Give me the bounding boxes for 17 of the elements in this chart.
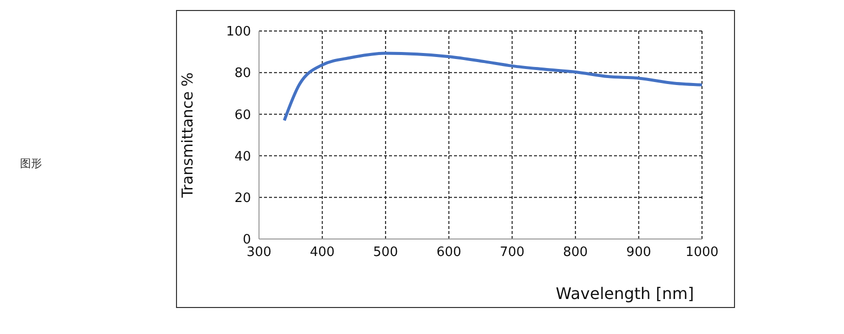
- x-tick-label: 700: [500, 245, 525, 260]
- x-tick-label: 600: [436, 245, 462, 260]
- y-axis-title: Transmittance %: [178, 72, 196, 199]
- x-axis-title: Wavelength [nm]: [556, 284, 694, 303]
- y-tick-label: 80: [234, 66, 251, 82]
- x-tick-label: 300: [246, 245, 272, 260]
- y-tick-label: 100: [226, 24, 251, 40]
- y-tick-label: 20: [234, 191, 251, 206]
- line-series: [282, 52, 702, 122]
- x-tick-label: 900: [626, 245, 652, 260]
- y-tick-label: 40: [234, 149, 251, 164]
- y-tick-label: 60: [234, 108, 251, 123]
- text: 图形: [20, 156, 42, 171]
- x-tick-label: 400: [310, 245, 335, 260]
- x-tick-label: 1000: [685, 245, 719, 260]
- x-tick-label: 500: [373, 245, 398, 260]
- x-tick-label: 800: [563, 245, 588, 260]
